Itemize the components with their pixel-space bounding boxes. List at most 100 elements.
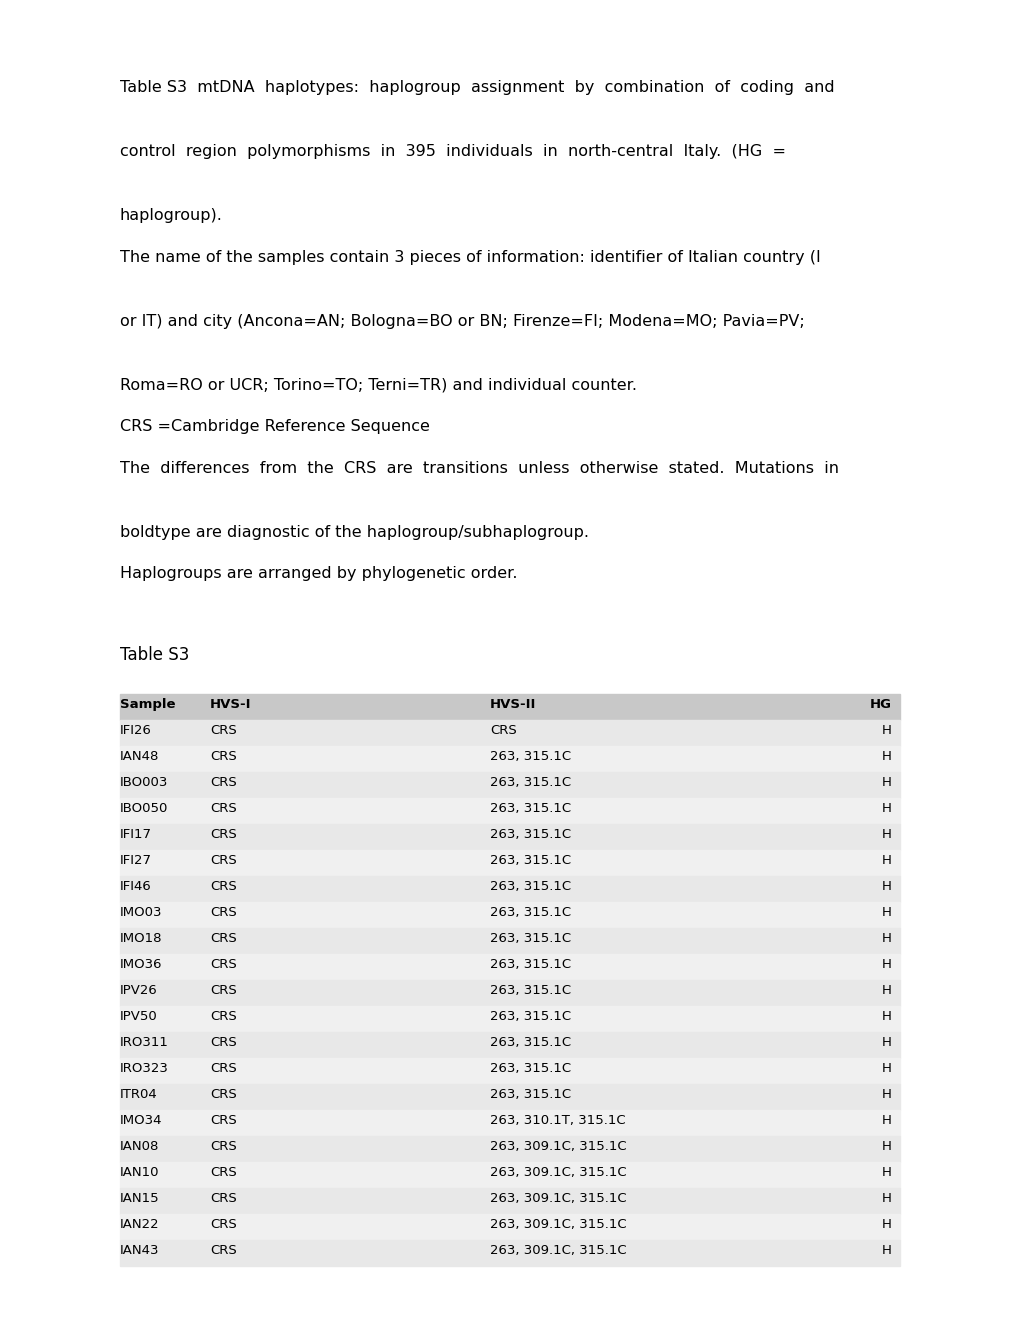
Text: CRS: CRS — [210, 1035, 236, 1048]
Text: haplogroup).: haplogroup). — [120, 209, 223, 223]
Text: H: H — [881, 801, 892, 814]
Text: IPV26: IPV26 — [120, 983, 158, 997]
Text: 263, 315.1C: 263, 315.1C — [489, 906, 571, 919]
Text: IAN08: IAN08 — [120, 1139, 159, 1152]
Text: CRS: CRS — [210, 801, 236, 814]
Bar — [120, 772, 899, 799]
Text: CRS: CRS — [210, 828, 236, 841]
Text: CRS: CRS — [210, 1114, 236, 1126]
Text: 263, 309.1C, 315.1C: 263, 309.1C, 315.1C — [489, 1243, 626, 1257]
Text: 263, 315.1C: 263, 315.1C — [489, 828, 571, 841]
Text: 263, 309.1C, 315.1C: 263, 309.1C, 315.1C — [489, 1166, 626, 1179]
Text: IMO03: IMO03 — [120, 906, 162, 919]
Text: H: H — [881, 854, 892, 866]
Text: HVS-I: HVS-I — [210, 697, 252, 710]
Text: H: H — [881, 828, 892, 841]
Text: Table S3  mtDNA  haplotypes:  haplogroup  assignment  by  combination  of  codin: Table S3 mtDNA haplotypes: haplogroup as… — [120, 81, 834, 95]
Text: IFI46: IFI46 — [120, 879, 152, 892]
Text: H: H — [881, 750, 892, 763]
Text: IFI27: IFI27 — [120, 854, 152, 866]
Bar — [120, 1059, 899, 1085]
Text: 263, 310.1T, 315.1C: 263, 310.1T, 315.1C — [489, 1114, 625, 1126]
Text: CRS: CRS — [210, 1139, 236, 1152]
Text: 263, 315.1C: 263, 315.1C — [489, 983, 571, 997]
Text: IRO311: IRO311 — [120, 1035, 169, 1048]
Text: 263, 315.1C: 263, 315.1C — [489, 1010, 571, 1023]
Text: 263, 309.1C, 315.1C: 263, 309.1C, 315.1C — [489, 1139, 626, 1152]
Text: 263, 315.1C: 263, 315.1C — [489, 1088, 571, 1101]
Text: 263, 315.1C: 263, 315.1C — [489, 957, 571, 970]
Text: 263, 315.1C: 263, 315.1C — [489, 776, 571, 788]
Text: Roma=RO or UCR; Torino=TO; Terni=TR) and individual counter.: Roma=RO or UCR; Torino=TO; Terni=TR) and… — [120, 378, 637, 392]
Text: CRS: CRS — [210, 854, 236, 866]
Bar — [120, 1006, 899, 1032]
Text: H: H — [881, 1217, 892, 1230]
Text: H: H — [881, 1139, 892, 1152]
Text: Haplogroups are arranged by phylogenetic order.: Haplogroups are arranged by phylogenetic… — [120, 566, 517, 581]
Text: H: H — [881, 906, 892, 919]
Text: CRS: CRS — [210, 957, 236, 970]
Bar — [120, 1241, 899, 1266]
Text: IAN48: IAN48 — [120, 750, 159, 763]
Text: IFI26: IFI26 — [120, 723, 152, 737]
Text: H: H — [881, 983, 892, 997]
Text: CRS: CRS — [210, 776, 236, 788]
Text: CRS: CRS — [210, 723, 236, 737]
Text: H: H — [881, 932, 892, 945]
Text: HG: HG — [869, 697, 892, 710]
Text: H: H — [881, 1088, 892, 1101]
Text: CRS: CRS — [210, 983, 236, 997]
Text: Table S3: Table S3 — [120, 647, 190, 664]
Bar — [120, 1032, 899, 1059]
Text: 263, 315.1C: 263, 315.1C — [489, 932, 571, 945]
Text: CRS: CRS — [210, 1192, 236, 1205]
Text: H: H — [881, 1166, 892, 1179]
Bar — [120, 954, 899, 981]
Text: H: H — [881, 879, 892, 892]
Text: CRS: CRS — [210, 1088, 236, 1101]
Text: IPV50: IPV50 — [120, 1010, 158, 1023]
Text: CRS: CRS — [210, 1166, 236, 1179]
Text: 263, 315.1C: 263, 315.1C — [489, 879, 571, 892]
Bar — [120, 825, 899, 850]
Text: Sample: Sample — [120, 697, 175, 710]
Bar — [120, 1085, 899, 1110]
Text: IMO18: IMO18 — [120, 932, 162, 945]
Text: H: H — [881, 1061, 892, 1074]
Text: CRS: CRS — [210, 879, 236, 892]
Text: CRS: CRS — [210, 906, 236, 919]
Text: IRO323: IRO323 — [120, 1061, 169, 1074]
Text: The name of the samples contain 3 pieces of information: identifier of Italian c: The name of the samples contain 3 pieces… — [120, 249, 820, 264]
Text: 263, 315.1C: 263, 315.1C — [489, 854, 571, 866]
Bar — [120, 903, 899, 928]
Text: IAN43: IAN43 — [120, 1243, 159, 1257]
Bar — [120, 981, 899, 1006]
Text: H: H — [881, 957, 892, 970]
Bar — [120, 1163, 899, 1188]
Text: 263, 309.1C, 315.1C: 263, 309.1C, 315.1C — [489, 1192, 626, 1205]
Text: boldtype are diagnostic of the haplogroup/subhaplogroup.: boldtype are diagnostic of the haplogrou… — [120, 525, 588, 540]
Text: 263, 315.1C: 263, 315.1C — [489, 1061, 571, 1074]
Text: CRS: CRS — [489, 723, 517, 737]
Bar — [120, 799, 899, 825]
Bar — [120, 928, 899, 954]
Text: CRS: CRS — [210, 1217, 236, 1230]
Bar — [120, 746, 899, 772]
Text: 263, 315.1C: 263, 315.1C — [489, 801, 571, 814]
Text: 263, 315.1C: 263, 315.1C — [489, 1035, 571, 1048]
Bar — [120, 1137, 899, 1163]
Text: CRS: CRS — [210, 932, 236, 945]
Text: IMO36: IMO36 — [120, 957, 162, 970]
Text: IBO050: IBO050 — [120, 801, 168, 814]
Text: H: H — [881, 1010, 892, 1023]
Text: H: H — [881, 723, 892, 737]
Text: CRS: CRS — [210, 1061, 236, 1074]
Bar — [120, 850, 899, 876]
Text: CRS: CRS — [210, 1010, 236, 1023]
Bar — [120, 694, 899, 721]
Text: IMO34: IMO34 — [120, 1114, 162, 1126]
Text: H: H — [881, 776, 892, 788]
Text: CRS =Cambridge Reference Sequence: CRS =Cambridge Reference Sequence — [120, 420, 429, 434]
Text: 263, 309.1C, 315.1C: 263, 309.1C, 315.1C — [489, 1217, 626, 1230]
Bar — [120, 721, 899, 746]
